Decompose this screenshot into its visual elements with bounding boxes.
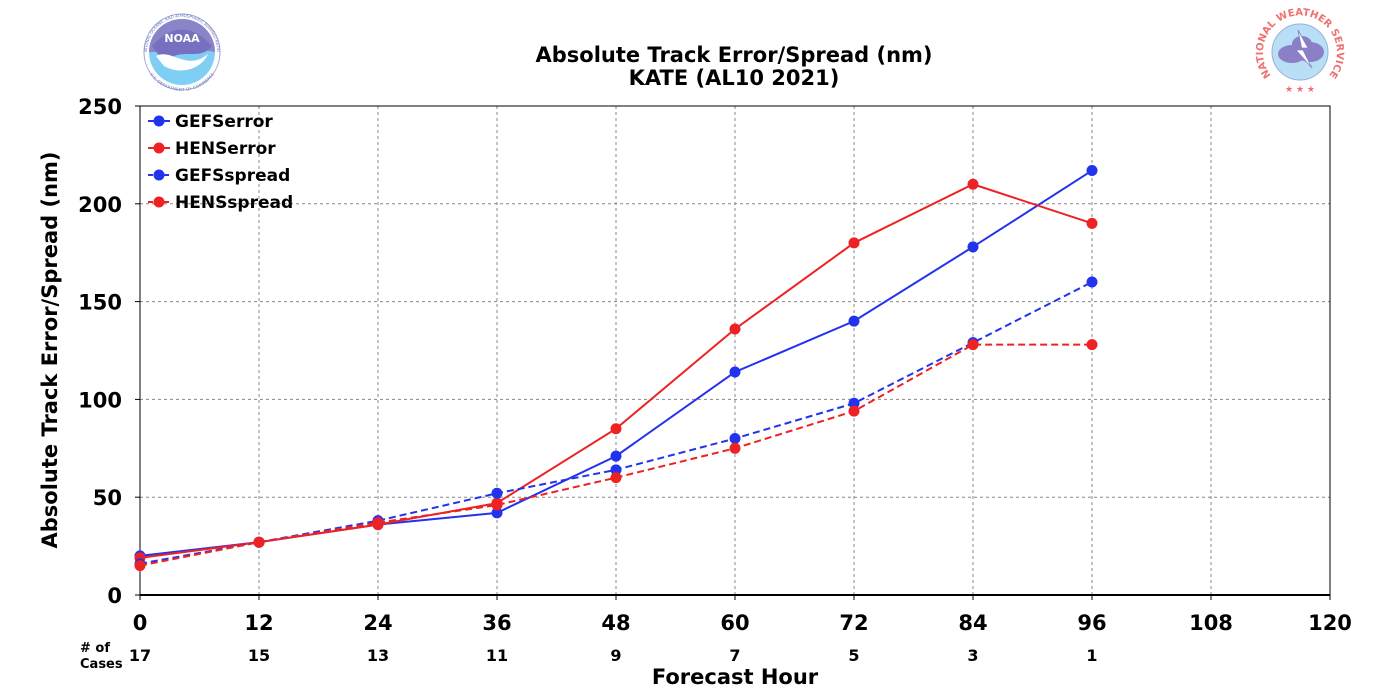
noaa-logo: NOAA NATIONAL OCEANIC AND ATMOSPHERIC AD… [143, 13, 221, 92]
data-point-gefserror [729, 366, 741, 378]
x-tick-label: 36 [482, 611, 511, 635]
data-point-hensspread [967, 339, 979, 351]
data-point-gefserror [1086, 165, 1098, 177]
y-tick-label: 100 [78, 388, 122, 412]
legend: GEFSerror HENSerror GEFSspread HENSspread [148, 112, 293, 213]
chart-title: Absolute Track Error/Spread (nm) [535, 43, 932, 67]
data-point-hensspread [729, 442, 741, 454]
data-point-henserror [848, 237, 860, 249]
series-hensspread [134, 339, 1098, 572]
data-point-henserror [729, 323, 741, 335]
case-count: 11 [486, 646, 508, 665]
data-point-hensspread [491, 499, 503, 511]
cases-label: # of [80, 641, 110, 656]
case-count: 13 [367, 646, 389, 665]
data-point-hensspread [134, 560, 146, 572]
nws-stars: ★ ★ ★ [1285, 85, 1315, 95]
data-point-gefserror [848, 315, 860, 327]
case-count: 7 [729, 646, 740, 665]
legend-label: HENSspread [175, 193, 293, 213]
nws-logo: NATIONAL WEATHER SERVICE ★ ★ ★ [1255, 7, 1345, 95]
data-point-hensspread [610, 472, 622, 484]
legend-item-gefsspread: GEFSspread [148, 166, 290, 186]
case-count: 9 [610, 646, 621, 665]
data-point-gefsspread [491, 487, 503, 499]
data-point-gefsspread [729, 433, 741, 445]
legend-item-henserror: HENSerror [148, 139, 276, 159]
grid [140, 106, 1330, 595]
y-axis-label: Absolute Track Error/Spread (nm) [38, 151, 62, 548]
data-point-hensspread [253, 536, 265, 548]
case-count: 17 [129, 646, 151, 665]
y-tick-label: 200 [78, 193, 122, 217]
legend-item-hensspread: HENSspread [148, 193, 293, 213]
data-point-gefserror [491, 507, 503, 519]
data-point-gefserror [610, 450, 622, 462]
y-tick-label: 0 [107, 584, 122, 608]
x-tick-label: 84 [958, 611, 987, 635]
legend-label: GEFSspread [175, 166, 290, 186]
x-ticks: 0 12 24 36 48 60 72 84 96 108 120 [133, 595, 1352, 635]
y-tick-label: 50 [93, 486, 122, 510]
x-tick-label: 72 [839, 611, 868, 635]
data-point-gefserror [967, 241, 979, 253]
case-count: 1 [1086, 646, 1097, 665]
data-point-hensspread [1086, 339, 1098, 351]
data-point-hensspread [372, 517, 384, 529]
x-tick-label: 48 [601, 611, 630, 635]
x-tick-label: 60 [720, 611, 749, 635]
case-count: 15 [248, 646, 270, 665]
legend-item-gefserror: GEFSerror [148, 112, 273, 132]
data-point-hensspread [848, 405, 860, 417]
legend-marker [153, 142, 165, 154]
data-point-gefsspread [1086, 276, 1098, 288]
x-tick-label: 108 [1189, 611, 1233, 635]
cases-label: Cases [80, 657, 123, 672]
case-count: 3 [967, 646, 978, 665]
series-gefserror [134, 165, 1098, 562]
data-point-henserror [610, 423, 622, 435]
legend-label: GEFSerror [175, 112, 273, 132]
legend-marker [153, 196, 165, 208]
y-tick-label: 150 [78, 291, 122, 315]
series-layer [134, 165, 1098, 572]
x-tick-label: 24 [363, 611, 392, 635]
x-tick-label: 96 [1077, 611, 1106, 635]
x-tick-label: 0 [133, 611, 148, 635]
y-ticks: 0 50 100 150 200 250 [78, 95, 140, 608]
data-point-henserror [1086, 217, 1098, 229]
data-point-henserror [967, 178, 979, 190]
chart-subtitle: KATE (AL10 2021) [629, 66, 840, 90]
data-point-gefsspread [610, 464, 622, 476]
data-point-gefsspread [848, 397, 860, 409]
noaa-logo-text: NOAA [164, 32, 200, 45]
x-tick-label: 12 [244, 611, 273, 635]
x-tick-label: 120 [1308, 611, 1352, 635]
y-tick-label: 250 [78, 95, 122, 119]
legend-label: HENSerror [175, 139, 276, 159]
legend-marker [153, 169, 165, 181]
legend-marker [153, 115, 165, 127]
series-gefsspread [134, 276, 1098, 570]
case-count: 5 [848, 646, 859, 665]
x-axis-label: Forecast Hour [652, 665, 819, 689]
